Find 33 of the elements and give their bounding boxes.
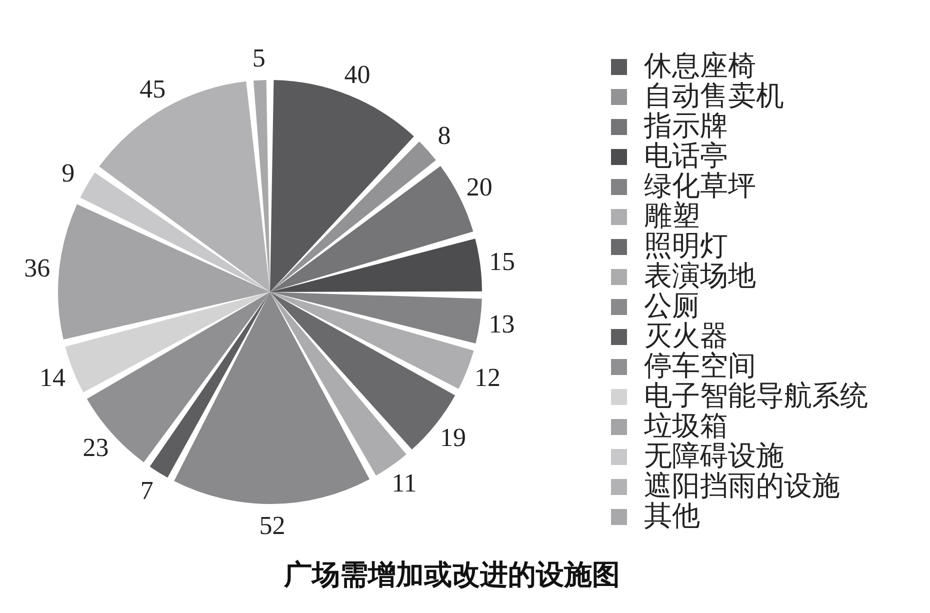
legend-label: 停车空间 [644,351,756,382]
data-label: 20 [466,172,492,202]
data-label: 23 [82,433,109,462]
data-label: 8 [438,120,451,150]
legend-label: 遮阳挡雨的设施 [644,471,840,502]
data-label: 40 [344,60,370,89]
data-label: 45 [140,74,166,104]
text: 广场需增加或改进的设施图 [283,559,620,590]
data-label: 12 [474,363,501,392]
legend-label: 自动售卖机 [644,81,784,112]
legend-label: 垃圾箱 [643,411,728,442]
data-label: 36 [24,254,50,283]
legend-label: 绿化草坪 [644,171,756,202]
legend-label: 照明灯 [644,231,728,262]
data-label: 14 [39,363,66,392]
legend-label: 灭火器 [644,321,728,352]
legend-label: 公厕 [644,291,700,322]
data-label: 19 [440,422,466,452]
legend-label: 电话亭 [644,141,728,172]
data-label: 13 [488,309,515,338]
data-label: 52 [259,510,286,540]
data-label: 5 [252,43,266,72]
legend-label: 指示牌 [643,111,728,142]
data-label: 11 [392,468,417,498]
legend-label: 雕塑 [644,200,700,232]
legend-label: 休息座椅 [644,51,756,82]
data-label: 7 [140,476,154,506]
data-label: 15 [489,246,516,276]
legend-label: 无障碍设施 [644,441,784,472]
legend-label: 电子智能导航系统 [644,381,868,412]
legend-label: 表演场地 [644,261,756,292]
data-label: 9 [62,158,75,188]
legend-label: 其他 [644,501,700,532]
